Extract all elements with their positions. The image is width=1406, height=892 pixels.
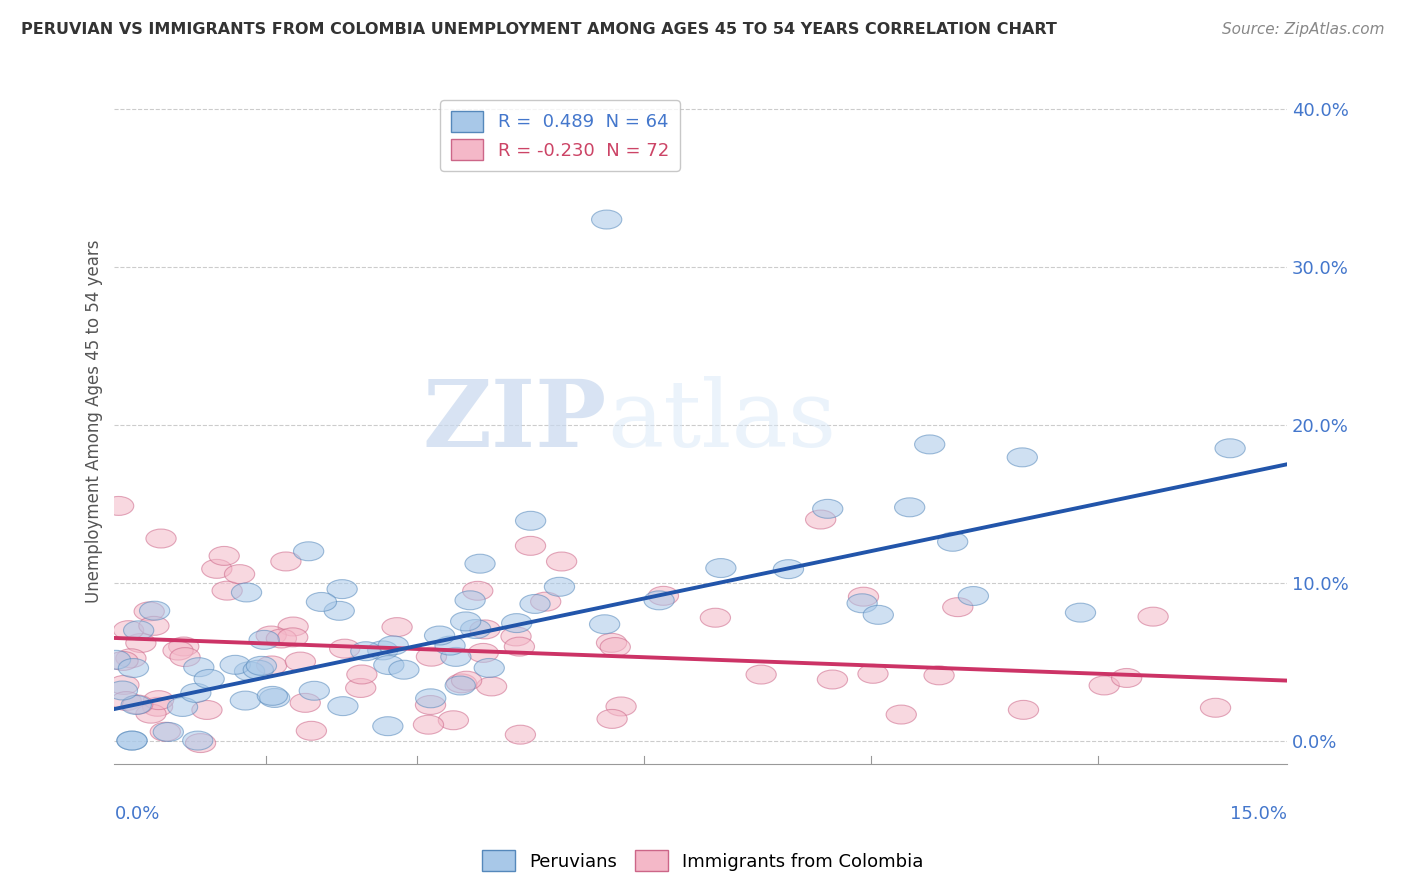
Legend: Peruvians, Immigrants from Colombia: Peruvians, Immigrants from Colombia bbox=[475, 843, 931, 879]
Text: atlas: atlas bbox=[607, 376, 837, 466]
Y-axis label: Unemployment Among Ages 45 to 54 years: Unemployment Among Ages 45 to 54 years bbox=[86, 239, 103, 603]
Text: PERUVIAN VS IMMIGRANTS FROM COLOMBIA UNEMPLOYMENT AMONG AGES 45 TO 54 YEARS CORR: PERUVIAN VS IMMIGRANTS FROM COLOMBIA UNE… bbox=[21, 22, 1057, 37]
Legend: R =  0.489  N = 64, R = -0.230  N = 72: R = 0.489 N = 64, R = -0.230 N = 72 bbox=[440, 100, 681, 170]
Text: ZIP: ZIP bbox=[423, 376, 607, 466]
Text: Source: ZipAtlas.com: Source: ZipAtlas.com bbox=[1222, 22, 1385, 37]
Text: 0.0%: 0.0% bbox=[114, 805, 160, 823]
Text: 15.0%: 15.0% bbox=[1230, 805, 1286, 823]
